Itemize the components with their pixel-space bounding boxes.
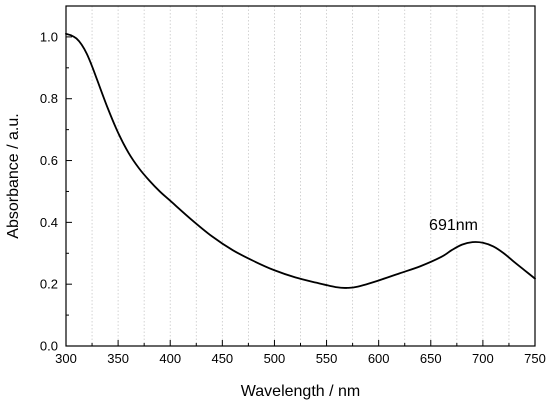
y-tick-label: 0.8 — [40, 91, 58, 106]
x-tick-label: 550 — [316, 351, 338, 366]
axis-ticks — [65, 36, 536, 347]
x-tick-label: 600 — [368, 351, 390, 366]
annotations: 691nm — [429, 217, 478, 234]
y-axis-title: Absorbance / a.u. — [5, 113, 22, 238]
x-tick-label: 650 — [420, 351, 442, 366]
x-tick-label: 450 — [211, 351, 233, 366]
x-tick-label: 350 — [107, 351, 129, 366]
y-tick-label: 0.0 — [40, 339, 58, 354]
x-tick-label: 500 — [264, 351, 286, 366]
plot-frame — [65, 5, 536, 347]
x-tick-label: 700 — [472, 351, 494, 366]
y-tick-label: 0.4 — [40, 215, 58, 230]
y-tick-label: 0.2 — [40, 277, 58, 292]
x-tick-labels: 300 350 400 450 500 550 600 650 700 750 — [55, 351, 546, 366]
y-tick-label: 0.6 — [40, 153, 58, 168]
x-tick-label: 300 — [55, 351, 77, 366]
y-tick-labels: 0.0 0.2 0.4 0.6 0.8 1.0 — [40, 29, 58, 353]
grid-lines — [91, 6, 510, 346]
series-line-absorbance — [65, 32, 536, 289]
x-axis-title: Wavelength / nm — [241, 383, 360, 400]
x-tick-label: 400 — [159, 351, 181, 366]
x-tick-label: 750 — [524, 351, 546, 366]
y-tick-label: 1.0 — [40, 29, 58, 44]
peak-annotation: 691nm — [429, 217, 478, 234]
